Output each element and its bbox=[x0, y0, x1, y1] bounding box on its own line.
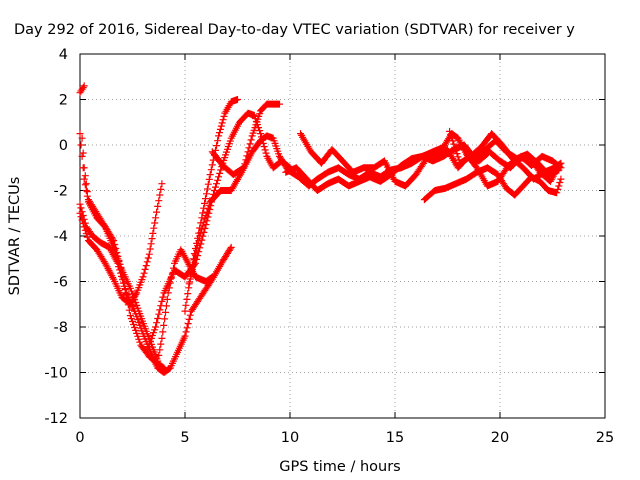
grid bbox=[80, 54, 605, 418]
plus-marks bbox=[76, 180, 166, 308]
chart-title: Day 292 of 2016, Sidereal Day-to-day VTE… bbox=[14, 22, 575, 38]
x-tick-labels: 0 5 10 15 20 25 bbox=[75, 430, 614, 446]
data-track bbox=[446, 127, 565, 183]
x-tick-label: 10 bbox=[281, 430, 299, 446]
data-track bbox=[76, 180, 166, 308]
y-tick-label: -6 bbox=[54, 275, 68, 291]
x-axis-label: GPS time / hours bbox=[279, 459, 400, 475]
data-track bbox=[78, 134, 168, 372]
y-tick-label: 2 bbox=[59, 93, 68, 109]
y-tick-label: 0 bbox=[59, 138, 68, 154]
series-sdtvar bbox=[76, 82, 565, 376]
x-tick-label: 25 bbox=[596, 430, 614, 446]
data-track bbox=[76, 82, 88, 97]
y-tick-label: -12 bbox=[44, 411, 68, 427]
y-axis-label: SDTVAR / TECUs bbox=[7, 177, 23, 296]
plus-marks bbox=[185, 132, 563, 288]
plus-marks bbox=[76, 82, 88, 97]
ticks bbox=[79, 53, 606, 419]
y-tick-labels: -12 -10 -8 -6 -4 -2 0 2 4 bbox=[44, 47, 68, 427]
data-track bbox=[185, 132, 563, 288]
x-tick-label: 15 bbox=[386, 430, 404, 446]
x-tick-label: 5 bbox=[180, 430, 189, 446]
y-tick-label: -2 bbox=[54, 184, 68, 200]
plus-marks bbox=[446, 127, 565, 183]
plus-marks bbox=[78, 134, 168, 372]
x-tick-label: 0 bbox=[75, 430, 84, 446]
x-tick-label: 20 bbox=[491, 430, 509, 446]
y-tick-label: -8 bbox=[54, 320, 68, 336]
y-tick-label: -10 bbox=[44, 366, 68, 382]
y-tick-label: -4 bbox=[54, 229, 68, 245]
y-tick-label: 4 bbox=[59, 47, 68, 63]
